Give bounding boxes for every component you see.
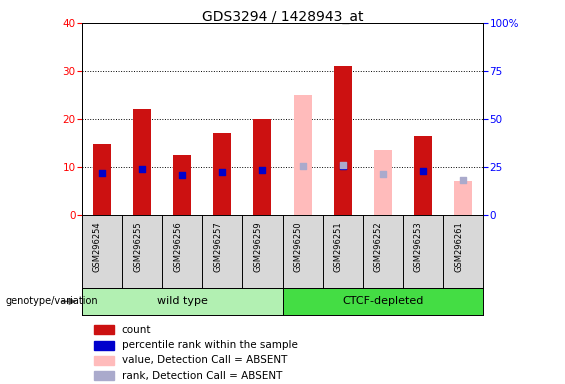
- Bar: [254, 119, 271, 215]
- Point: [258, 167, 267, 173]
- Bar: [82, 288, 282, 315]
- Bar: [282, 288, 483, 315]
- Point: [97, 170, 106, 176]
- Text: GDS3294 / 1428943_at: GDS3294 / 1428943_at: [202, 10, 363, 23]
- Point: [138, 166, 147, 172]
- Bar: [334, 66, 351, 215]
- Point: [379, 170, 388, 177]
- Point: [459, 177, 468, 183]
- Bar: [94, 341, 114, 350]
- Bar: [294, 95, 311, 215]
- Text: CTCF-depleted: CTCF-depleted: [342, 296, 424, 306]
- Bar: [214, 134, 231, 215]
- Text: GSM296254: GSM296254: [93, 221, 102, 271]
- Bar: [374, 150, 392, 215]
- Text: rank, Detection Call = ABSENT: rank, Detection Call = ABSENT: [121, 371, 282, 381]
- Text: GSM296251: GSM296251: [334, 221, 342, 271]
- Bar: [454, 182, 472, 215]
- Text: wild type: wild type: [157, 296, 208, 306]
- Bar: [94, 356, 114, 365]
- Text: GSM296256: GSM296256: [173, 221, 182, 271]
- Text: GSM296253: GSM296253: [414, 221, 423, 271]
- Bar: [94, 371, 114, 381]
- Point: [177, 172, 186, 178]
- Point: [338, 163, 347, 169]
- Text: GSM296255: GSM296255: [133, 221, 142, 271]
- Text: GSM296259: GSM296259: [254, 221, 262, 271]
- Text: GSM296261: GSM296261: [454, 221, 463, 271]
- Text: count: count: [121, 325, 151, 335]
- Point: [338, 162, 347, 168]
- Bar: [94, 325, 114, 334]
- Point: [298, 163, 307, 169]
- Text: GSM296252: GSM296252: [374, 221, 383, 271]
- Bar: [93, 144, 111, 215]
- Point: [418, 168, 428, 174]
- Text: GSM296257: GSM296257: [214, 221, 222, 271]
- Text: percentile rank within the sample: percentile rank within the sample: [121, 340, 298, 350]
- Bar: [414, 136, 432, 215]
- Bar: [173, 155, 191, 215]
- Text: value, Detection Call = ABSENT: value, Detection Call = ABSENT: [121, 356, 287, 366]
- Text: GSM296250: GSM296250: [294, 221, 303, 271]
- Point: [218, 169, 227, 175]
- Text: genotype/variation: genotype/variation: [6, 296, 98, 306]
- Bar: [133, 109, 151, 215]
